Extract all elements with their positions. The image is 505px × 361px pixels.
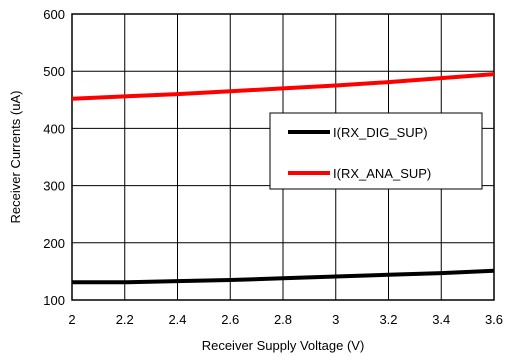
legend-box: [269, 112, 483, 190]
plot-area: [71, 13, 495, 301]
y-tick-label: 500: [43, 64, 65, 79]
x-tick-label: 3: [332, 312, 339, 327]
tick-labels: 2 2.2 2.4 2.6 2.8 3 3.2 3.4 3.6 100 200 300 400 500 60…: [43, 7, 503, 327]
x-tick-label: 2.4: [168, 312, 186, 327]
x-tick-label: 2: [68, 312, 75, 327]
y-tick-label: 300: [43, 179, 65, 194]
y-axis-label: Receiver Currents (uA): [8, 91, 23, 224]
series-lines: [71, 72, 495, 285]
series-line-0: [72, 268, 495, 285]
series-line-1: [71, 72, 495, 101]
x-tick-label: 3.4: [432, 312, 450, 327]
x-tick-label: 2.2: [116, 312, 134, 327]
y-tick-label: 200: [43, 236, 65, 251]
y-tick-label: 400: [43, 121, 65, 136]
x-axis-label: Receiver Supply Voltage (V): [202, 338, 365, 353]
x-tick-label: 3.2: [379, 312, 397, 327]
legend-label: I(RX_DIG_SUP): [333, 125, 428, 140]
y-tick-label: 100: [43, 293, 65, 308]
x-tick-label: 3.6: [485, 312, 503, 327]
legend-label: I(RX_ANA_SUP): [333, 166, 431, 181]
y-tick-label: 600: [43, 7, 65, 22]
x-tick-label: 2.8: [274, 312, 292, 327]
legend: I(RX_DIG_SUP) I(RX_ANA_SUP): [269, 112, 483, 190]
x-tick-label: 2.6: [221, 312, 239, 327]
